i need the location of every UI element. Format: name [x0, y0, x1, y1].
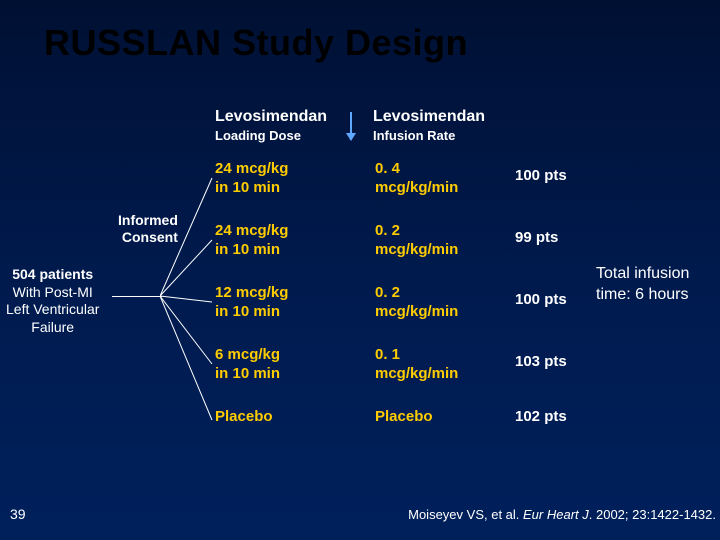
infusion-time-note: Total infusion time: 6 hours — [596, 264, 689, 306]
citation-journal: Eur Heart J — [523, 507, 589, 522]
infusion-drug-name: Levosimendan — [373, 108, 533, 126]
down-arrow-icon — [350, 112, 352, 140]
infusion-cell: 0. 4 mcg/kg/min — [375, 160, 515, 198]
patients-l3: Left Ventricular — [6, 301, 99, 319]
loading-duration: in 10 min — [215, 241, 375, 260]
infusion-value: Placebo — [375, 408, 515, 427]
loading-duration: in 10 min — [215, 179, 375, 198]
loading-value: 24 mcg/kg — [215, 222, 375, 241]
loading-cell: 6 mcg/kg in 10 min — [215, 346, 375, 384]
dose-row: 24 mcg/kg in 10 min 0. 2 mcg/kg/min 99 p… — [215, 222, 595, 284]
patients-box: 504 patients With Post-MI Left Ventricul… — [6, 266, 99, 336]
infusion-subtitle: Infusion Rate — [373, 128, 533, 143]
infusion-unit: mcg/kg/min — [375, 179, 515, 198]
loading-cell: 24 mcg/kg in 10 min — [215, 222, 375, 260]
dose-row: 6 mcg/kg in 10 min 0. 1 mcg/kg/min 103 p… — [215, 346, 595, 408]
patients-l4: Failure — [6, 319, 99, 337]
infusion-value: 0. 1 — [375, 346, 515, 365]
dose-row: 12 mcg/kg in 10 min 0. 2 mcg/kg/min 100 … — [215, 284, 595, 346]
patients-count: 100 pts — [515, 160, 595, 184]
citation: Moiseyev VS, et al. Eur Heart J. 2002; 2… — [408, 507, 716, 522]
dose-rows: 24 mcg/kg in 10 min 0. 4 mcg/kg/min 100 … — [215, 160, 595, 456]
column-headers: Levosimendan Loading Dose Levosimendan I… — [215, 108, 533, 143]
fan-lines — [160, 170, 215, 430]
slide-number: 39 — [10, 506, 26, 522]
patients-count: 99 pts — [515, 222, 595, 246]
infusion-value: 0. 2 — [375, 284, 515, 303]
infusion-cell: Placebo — [375, 408, 515, 427]
infusion-unit: mcg/kg/min — [375, 241, 515, 260]
infusion-unit: mcg/kg/min — [375, 303, 515, 322]
citation-rest: . 2002; 23:1422-1432. — [589, 507, 716, 522]
infusion-cell: 0. 1 mcg/kg/min — [375, 346, 515, 384]
loading-value: 12 mcg/kg — [215, 284, 375, 303]
patients-l2: With Post-MI — [6, 284, 99, 302]
patients-count: 103 pts — [515, 346, 595, 370]
infusion-rate-header: Levosimendan Infusion Rate — [373, 108, 533, 143]
loading-value: Placebo — [215, 408, 375, 427]
stem-line — [112, 296, 162, 297]
loading-duration: in 10 min — [215, 365, 375, 384]
patients-total: 504 patients — [6, 266, 99, 284]
dose-row: 24 mcg/kg in 10 min 0. 4 mcg/kg/min 100 … — [215, 160, 595, 222]
annotation-l1: Total infusion — [596, 264, 689, 285]
loading-value: 24 mcg/kg — [215, 160, 375, 179]
loading-cell: 12 mcg/kg in 10 min — [215, 284, 375, 322]
infusion-cell: 0. 2 mcg/kg/min — [375, 222, 515, 260]
annotation-l2: time: 6 hours — [596, 285, 689, 306]
infusion-value: 0. 4 — [375, 160, 515, 179]
loading-duration: in 10 min — [215, 303, 375, 322]
patients-count: 102 pts — [515, 408, 595, 425]
loading-value: 6 mcg/kg — [215, 346, 375, 365]
infusion-value: 0. 2 — [375, 222, 515, 241]
loading-cell: 24 mcg/kg in 10 min — [215, 160, 375, 198]
patients-count: 100 pts — [515, 284, 595, 308]
dose-row: Placebo Placebo 102 pts — [215, 408, 595, 456]
infusion-unit: mcg/kg/min — [375, 365, 515, 384]
slide-title: RUSSLAN Study Design — [0, 0, 720, 64]
loading-cell: Placebo — [215, 408, 375, 427]
citation-author: Moiseyev VS, et al. — [408, 507, 523, 522]
infusion-cell: 0. 2 mcg/kg/min — [375, 284, 515, 322]
